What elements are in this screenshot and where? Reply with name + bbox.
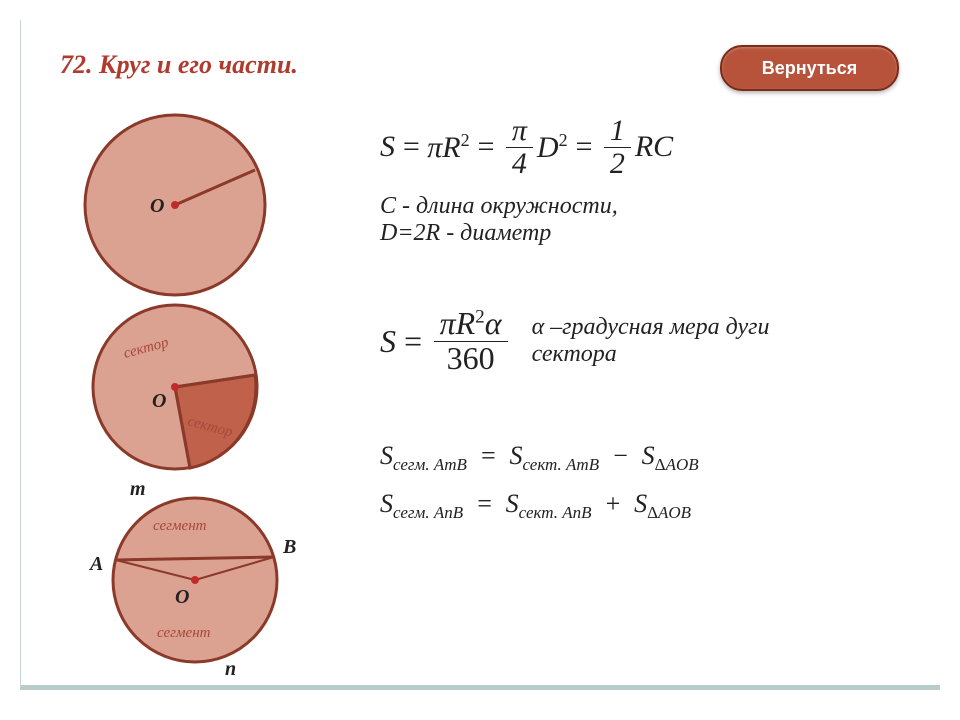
back-button[interactable]: Вернуться [720,45,899,91]
frac-12: 1 2 [604,115,631,179]
segment-label-2: сегмент [157,625,211,641]
point-B: B [282,536,296,558]
sym-S2: S [380,323,396,360]
frac-sector: πR2α 360 [434,307,508,375]
formula-area-circle: S = πR2 = π 4 D2 = 1 2 RC [380,115,910,179]
sym-eq3: = [574,130,594,164]
sym-eq4: = [402,323,424,360]
formula-sector: S = πR2α 360 α –градусная мера дуги сект… [380,307,910,375]
circle-segments: сегмент сегмент O A B m n [55,475,325,675]
circle-sectors: сектор сектор O [55,300,275,475]
sym-D2: D2 [537,130,568,165]
note-line1: С - длина окружности, [380,193,910,220]
sym-RC: RC [635,130,673,164]
slide-title: 72. Круг и его части. [60,50,298,80]
center-label-1: O [150,195,164,217]
formula-segment: Sсегм. AmB = Sсект. AmB − SΔAOB Sсегм. A… [380,433,910,529]
segment-formula-1: Sсегм. AmB = Sсект. AmB − SΔAOB [380,433,910,481]
note-line2: D=2R - диаметр [380,220,910,247]
frac-pi4: π 4 [506,115,533,179]
formulas-column: S = πR2 = π 4 D2 = 1 2 RC С - длина окру… [380,115,910,529]
arc-m: m [130,478,146,500]
sym-piR2: πR2 [427,130,469,165]
sym-eq1: = [401,130,421,164]
center-label-2: O [152,390,166,412]
sym-S: S [380,130,395,164]
segment-label-1: сегмент [153,518,207,534]
circle-full: O [55,110,275,300]
center-label-3: O [175,586,189,608]
slide: 72. Круг и его части. Вернуться O сектор… [0,0,960,720]
sym-eq2: = [476,130,496,164]
arc-n: n [225,658,236,675]
note-circumference: С - длина окружности, D=2R - диаметр [380,193,910,247]
segment-formula-2: Sсегм. AnB = Sсект. AnB + SΔAOB [380,481,910,529]
point-A: A [88,553,103,575]
note-alpha: α –градусная мера дуги сектора [532,314,792,368]
diagrams-column: O сектор сектор O сегмент сегмент O [55,110,335,675]
